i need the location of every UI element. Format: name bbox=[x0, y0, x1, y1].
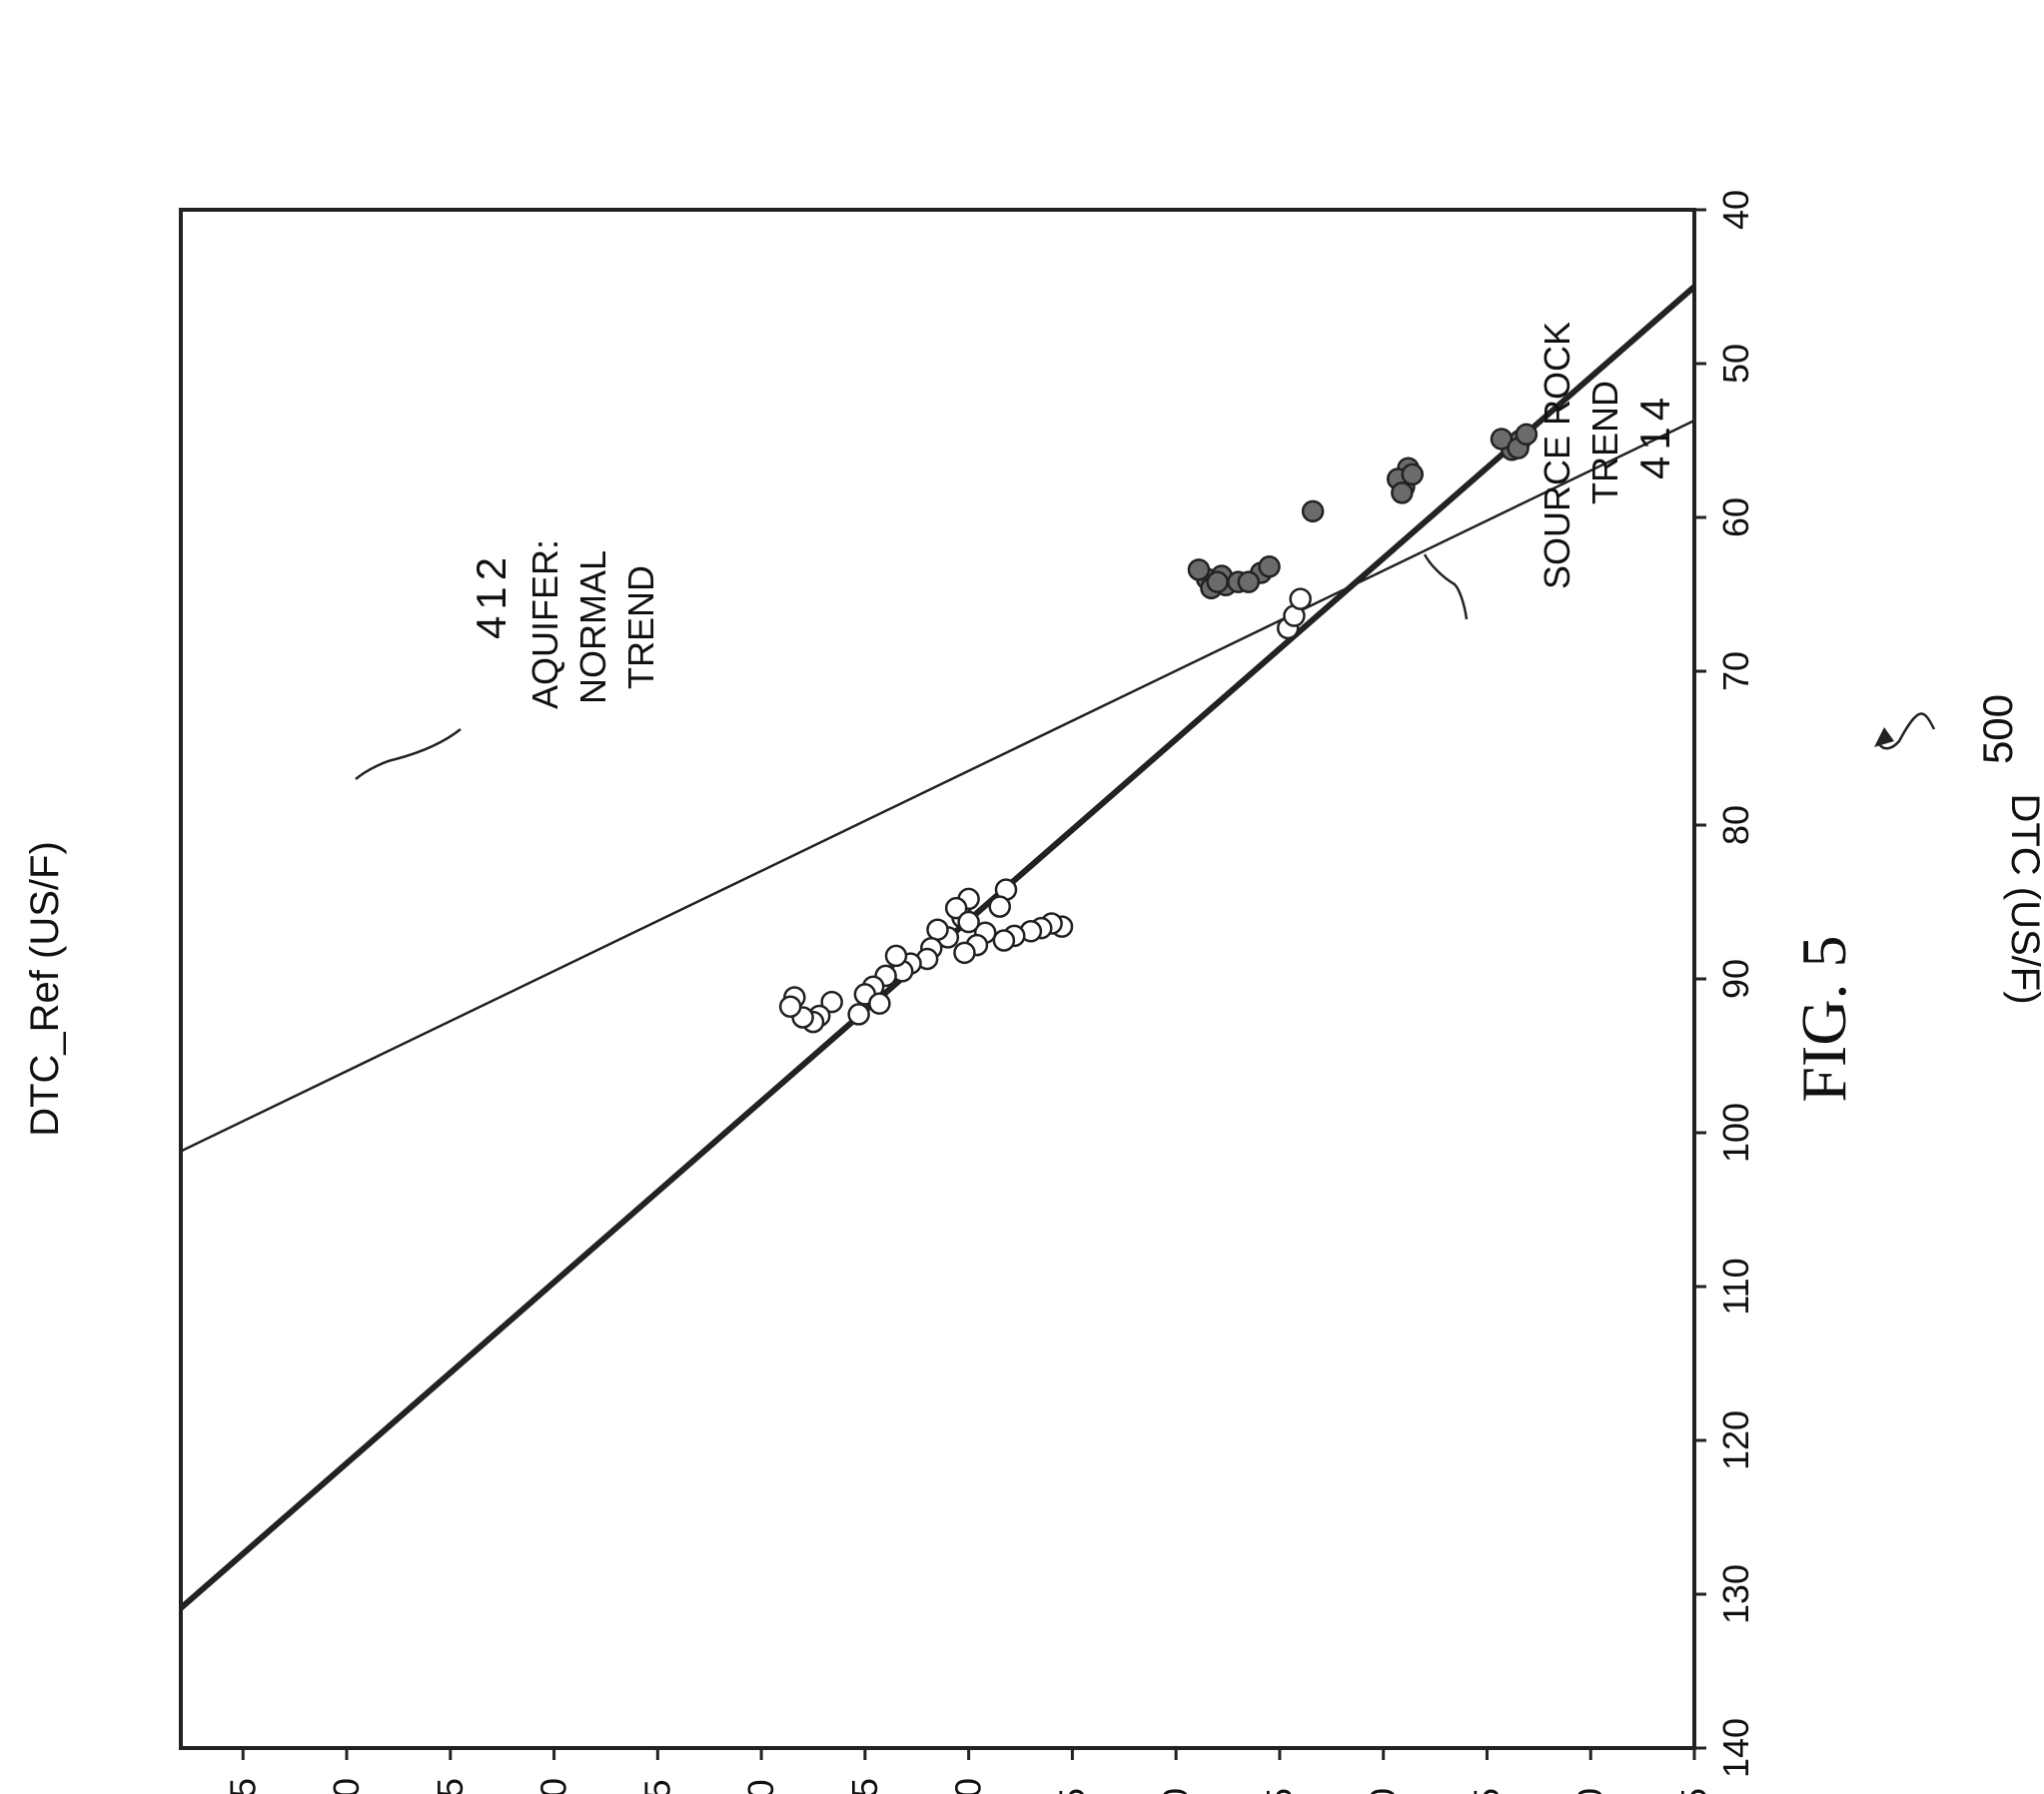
filled-data-point bbox=[1187, 558, 1211, 581]
filled-data-point bbox=[1258, 555, 1281, 578]
dtc-tick-label: 40 bbox=[1715, 190, 1756, 230]
x-axis-title: DTC_Ref (US/F) bbox=[23, 841, 67, 1137]
dtc-tick-label: 90 bbox=[1715, 959, 1756, 999]
y-axis-title: DTC (US/F) bbox=[2003, 793, 2044, 1004]
filled-data-point bbox=[1401, 462, 1425, 486]
open-data-point bbox=[1289, 587, 1312, 610]
dtc-tick-label: 120 bbox=[1715, 1410, 1756, 1470]
dtc-ref-tick-label: 115 bbox=[636, 1779, 677, 1794]
aquifer-label-line3: TREND bbox=[620, 565, 661, 689]
rotated-figure: 135 130 125 120 115 110 105 100 95 90 85 80 75 70 65 4… bbox=[23, 190, 2044, 1794]
dtc-ref-tick-label: 90 bbox=[1155, 1788, 1196, 1794]
dtc-ref-tick-label: 75 bbox=[1466, 1788, 1507, 1794]
aquifer-ref-number: 412 bbox=[468, 551, 514, 639]
source-annotation: SOURCE ROCK TREND 414 bbox=[1536, 322, 1678, 589]
dtc-ref-tick-label: 85 bbox=[1259, 1788, 1300, 1794]
open-data-point bbox=[992, 929, 1016, 952]
filled-data-point bbox=[1391, 481, 1414, 504]
filled-data-point bbox=[1237, 570, 1261, 593]
aquifer-label-line2: NORMAL bbox=[572, 550, 613, 704]
open-data-point bbox=[957, 910, 980, 934]
aquifer-leader-line bbox=[355, 728, 462, 780]
source-leader-line bbox=[1423, 553, 1469, 620]
dtc-tick-label: 140 bbox=[1715, 1718, 1756, 1778]
filled-data-point bbox=[1301, 499, 1325, 523]
dtc-ref-tick-label: 135 bbox=[222, 1778, 263, 1794]
plot-frame bbox=[179, 208, 1696, 1750]
figure-number-arrowhead bbox=[1874, 727, 1894, 747]
open-data-point bbox=[988, 895, 1012, 918]
filled-data-point bbox=[1206, 570, 1229, 593]
dtc-ref-tick-label: 105 bbox=[844, 1778, 885, 1794]
open-data-point bbox=[884, 944, 908, 968]
dtc-ref-tick-label: 70 bbox=[1569, 1788, 1610, 1794]
filled-data-point bbox=[1515, 423, 1538, 447]
aquifer-normal-trend-line bbox=[180, 419, 1695, 1153]
source-label-line2: TREND bbox=[1584, 381, 1625, 504]
figure-number-arrow bbox=[1877, 712, 1936, 750]
figure-caption: FIG. 5 bbox=[1788, 935, 1859, 1102]
source-ref-number: 414 bbox=[1631, 392, 1678, 479]
aquifer-annotation: 412 AQUIFER: NORMAL TREND bbox=[468, 539, 661, 709]
open-data-point bbox=[926, 918, 949, 941]
dtc-ref-tick-label: 125 bbox=[430, 1778, 471, 1794]
open-data-point bbox=[953, 941, 976, 965]
dtc-tick-label: 60 bbox=[1715, 497, 1756, 537]
dtc-tick-label: 100 bbox=[1715, 1103, 1756, 1163]
dtc-tick-label: 70 bbox=[1715, 651, 1756, 691]
x-axis-ticks: 135 130 125 120 115 110 105 100 95 90 85 80 75 70 65 bbox=[222, 1748, 1714, 1794]
dtc-ref-tick-label: 65 bbox=[1673, 1788, 1714, 1794]
open-data-point bbox=[778, 995, 802, 1018]
aquifer-label-line1: AQUIFER: bbox=[524, 539, 565, 709]
figure-number: 500 bbox=[1974, 694, 2021, 764]
dtc-tick-label: 110 bbox=[1715, 1258, 1756, 1315]
dtc-ref-tick-label: 100 bbox=[948, 1778, 989, 1794]
y-axis-ticks: 40 50 60 70 80 90 100 110 120 130 140 bbox=[1694, 190, 1756, 1778]
dtc-ref-tick-label: 120 bbox=[533, 1778, 574, 1794]
filled-data-point bbox=[1490, 428, 1514, 450]
open-data-point bbox=[820, 990, 843, 1014]
dtc-tick-label: 80 bbox=[1715, 805, 1756, 845]
open-data-point bbox=[847, 1003, 870, 1026]
dtc-ref-tick-label: 130 bbox=[326, 1778, 367, 1794]
dtc-tick-label: 130 bbox=[1715, 1564, 1756, 1624]
dtc-ref-tick-label: 80 bbox=[1363, 1788, 1404, 1794]
dtc-tick-label: 50 bbox=[1715, 344, 1756, 384]
data-points bbox=[778, 423, 1538, 1034]
open-data-point bbox=[944, 896, 968, 920]
dtc-ref-tick-label: 95 bbox=[1051, 1788, 1092, 1794]
source-label-line1: SOURCE ROCK bbox=[1536, 322, 1577, 589]
open-data-point bbox=[868, 992, 891, 1015]
dtc-ref-tick-label: 110 bbox=[740, 1779, 781, 1794]
